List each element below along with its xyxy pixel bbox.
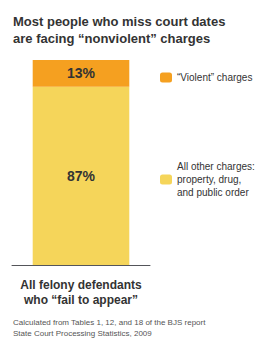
svg-text:State Court Processing Statist: State Court Processing Statistics, 2009 <box>13 329 152 338</box>
svg-text:All other charges:: All other charges: <box>177 161 255 172</box>
svg-text:and public order: and public order <box>177 187 249 198</box>
svg-text:87%: 87% <box>67 168 96 184</box>
svg-text:who “fail to appear”: who “fail to appear” <box>23 293 138 307</box>
svg-text:Calculated from Tables 1, 12,: Calculated from Tables 1, 12, and 18 of … <box>13 318 206 327</box>
svg-text:are facing “nonviolent” charge: are facing “nonviolent” charges <box>13 31 210 46</box>
svg-text:property, drug,: property, drug, <box>177 174 241 185</box>
svg-text:“Violent” charges: “Violent” charges <box>177 72 252 83</box>
svg-text:13%: 13% <box>67 65 96 81</box>
svg-text:Most people who miss court dat: Most people who miss court dates <box>13 14 225 29</box>
svg-text:All felony defendants: All felony defendants <box>20 278 142 292</box>
